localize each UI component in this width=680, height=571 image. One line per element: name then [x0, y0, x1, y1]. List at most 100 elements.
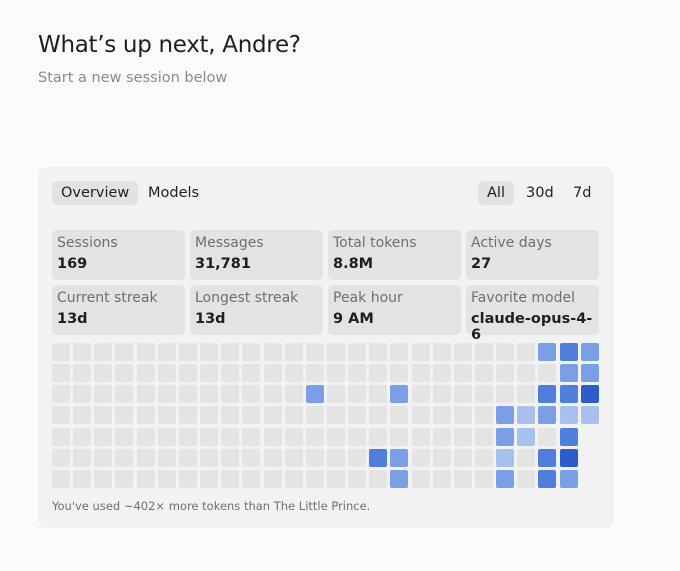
heatmap-cell: [390, 385, 409, 404]
heatmap-cell: [178, 343, 197, 361]
heatmap-cell: [538, 385, 557, 404]
range-tab[interactable]: 7d: [573, 185, 592, 201]
heatmap-cell: [475, 406, 493, 425]
heatmap-cell: [348, 343, 367, 361]
heatmap-cell: [157, 343, 176, 361]
heatmap-cell: [200, 448, 219, 467]
heatmap-cell: [94, 427, 113, 446]
heatmap-cell: [517, 406, 536, 425]
heatmap-cell: [94, 469, 113, 488]
heatmap-cell: [52, 469, 70, 488]
heatmap-cell: [517, 343, 536, 361]
heatmap-cell: [348, 427, 367, 446]
heatmap-cell: [136, 448, 155, 467]
heatmap-cell: [411, 406, 430, 425]
heatmap-cell: [496, 469, 515, 488]
stat-value: 13d: [57, 311, 88, 327]
title: What’s up next, Andre?: [38, 32, 301, 58]
heatmap-cell: [432, 364, 451, 383]
heatmap-cell: [136, 385, 155, 404]
tab[interactable]: Models: [148, 185, 200, 201]
range-tab[interactable]: All: [478, 181, 514, 205]
stat-value: 8.8M: [333, 256, 374, 272]
heatmap-cell: [284, 469, 303, 488]
heatmap-cell: [390, 469, 409, 488]
heatmap-cell: [136, 427, 155, 446]
heatmap-cell: [157, 469, 176, 488]
stat-label: Favorite model: [471, 290, 575, 306]
heatmap-cell: [115, 343, 134, 361]
heatmap-cell: [475, 427, 493, 446]
heatmap-cell: [178, 448, 197, 467]
heatmap-cell: [369, 385, 388, 404]
heatmap-cell: [580, 343, 599, 361]
heatmap-cell: [538, 469, 557, 488]
heatmap-cell: [348, 364, 367, 383]
stat-value: 31,781: [195, 256, 251, 272]
heatmap-cell: [263, 427, 282, 446]
heatmap-cell: [517, 427, 536, 446]
heatmap-cell: [242, 406, 261, 425]
heatmap-cell: [136, 364, 155, 383]
heatmap-cell: [136, 406, 155, 425]
heatmap-cell: [305, 469, 324, 488]
heatmap-cell: [432, 385, 451, 404]
heatmap-cell: [73, 385, 92, 404]
heatmap-cell: [559, 427, 578, 446]
heatmap-cell: [242, 448, 261, 467]
heatmap-cell: [242, 427, 261, 446]
heatmap-cell: [432, 343, 451, 361]
heatmap-cell: [284, 406, 303, 425]
heatmap-cell: [411, 385, 430, 404]
heatmap-cell: [52, 385, 70, 404]
heatmap-cell: [496, 406, 515, 425]
heatmap-cell: [390, 364, 409, 383]
heatmap-cell: [178, 469, 197, 488]
heatmap-cell: [115, 427, 134, 446]
heatmap-cell: [390, 427, 409, 446]
heatmap-cell: [305, 406, 324, 425]
heatmap-cell: [305, 343, 324, 361]
heatmap-cell: [157, 448, 176, 467]
heatmap-cell: [432, 469, 451, 488]
subtitle: Start a new session below: [38, 70, 228, 86]
heatmap-cell: [52, 448, 70, 467]
heatmap-cell: [115, 406, 134, 425]
heatmap-cell: [157, 385, 176, 404]
stat-box: Favorite model claude-opus-4-6: [466, 285, 599, 343]
heatmap-cell: [559, 469, 578, 488]
heatmap-cell: [73, 427, 92, 446]
heatmap-cell: [326, 364, 345, 383]
heatmap-cell: [369, 364, 388, 383]
heatmap-cell: [390, 406, 409, 425]
stat-value: 169: [57, 256, 88, 272]
heatmap-cell: [453, 469, 472, 488]
heatmap-cell: [263, 469, 282, 488]
heatmap-cell: [73, 448, 92, 467]
tab[interactable]: Overview: [52, 181, 139, 205]
heatmap-cell: [200, 385, 219, 404]
heatmap-cell: [580, 364, 599, 383]
heatmap-cell: [348, 469, 367, 488]
heatmap-cell: [284, 343, 303, 361]
heatmap-cell: [242, 385, 261, 404]
stat-box: Longest streak 13d: [190, 285, 323, 335]
heatmap-cell: [73, 469, 92, 488]
stat-label: Peak hour: [333, 290, 403, 306]
heatmap-cell: [284, 427, 303, 446]
range-tab[interactable]: 30d: [526, 185, 554, 201]
heatmap-cell: [326, 469, 345, 488]
heatmap-cell: [200, 469, 219, 488]
stat-label: Current streak: [57, 290, 158, 306]
heatmap-cell: [221, 448, 240, 467]
heatmap-cell: [242, 364, 261, 383]
heatmap-cell: [390, 448, 409, 467]
stat-box: Current streak 13d: [52, 285, 185, 335]
heatmap-cell: [496, 364, 515, 383]
heatmap-cell: [496, 448, 515, 467]
heatmap-cell: [559, 343, 578, 361]
heatmap-cell: [200, 406, 219, 425]
heatmap-cell: [94, 406, 113, 425]
heatmap-cell: [221, 343, 240, 361]
stat-box: Peak hour 9 AM: [328, 285, 461, 335]
